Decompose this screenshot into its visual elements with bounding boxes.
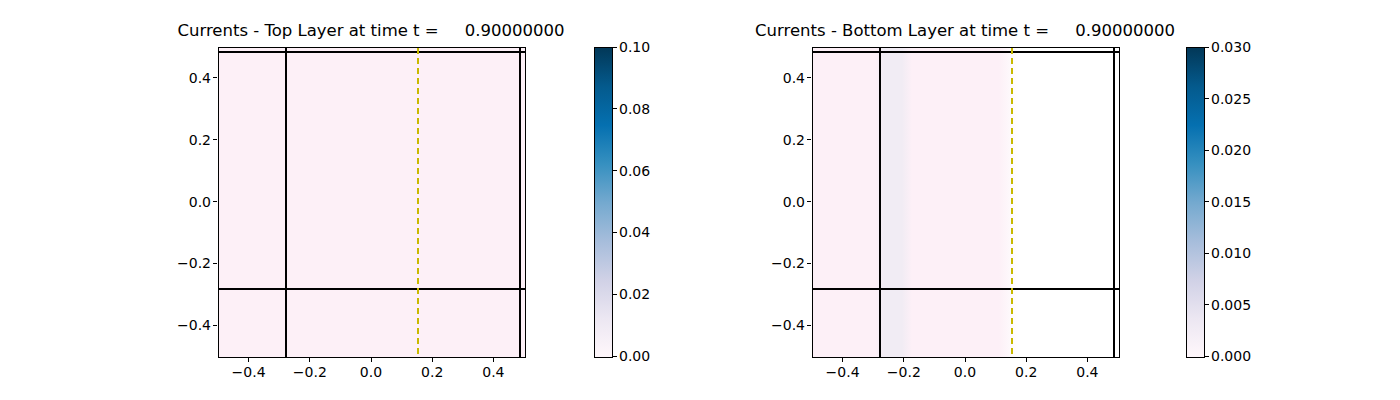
colorbar-tick-mark [613, 108, 617, 109]
x-tick-mark [842, 358, 843, 362]
x-tick-label: 0.2 [402, 364, 462, 380]
panel-title-top-layer: Currents - Top Layer at time t = 0.90000… [91, 22, 651, 40]
colorbar-tick-label: 0.005 [1211, 297, 1251, 313]
colorbar-tick-mark [613, 170, 617, 171]
y-tick-mark [807, 263, 811, 264]
y-tick-label: 0.0 [750, 194, 805, 210]
y-tick-label: −0.2 [750, 255, 805, 271]
x-tick-label: −0.2 [280, 364, 340, 380]
y-tick-label: −0.2 [156, 255, 211, 271]
colorbar-bottom-layer [1186, 47, 1205, 358]
y-tick-label: 0.2 [750, 132, 805, 148]
heatmap-top-layer [218, 47, 526, 358]
colorbar-tick-mark [1205, 98, 1209, 99]
x-tick-mark [493, 358, 494, 362]
x-tick-label: 0.0 [935, 364, 995, 380]
colorbar-tick-mark [613, 294, 617, 295]
colorbar-tick-mark [1205, 47, 1209, 48]
y-tick-mark [807, 325, 811, 326]
colorbar-tick-label: 0.00 [619, 348, 650, 364]
colorbar-tick-label: 0.010 [1211, 245, 1251, 261]
dashed-marker-line [417, 48, 419, 357]
y-tick-label: 0.0 [156, 194, 211, 210]
colorbar-tick-mark [613, 356, 617, 357]
panel-title-bottom-layer: Currents - Bottom Layer at time t = 0.90… [685, 22, 1245, 40]
colorbar-tick-mark [1205, 253, 1209, 254]
x-tick-label: 0.0 [341, 364, 401, 380]
y-tick-mark [213, 201, 217, 202]
grid-line-vertical-left [285, 48, 287, 357]
heatmap-bottom-layer [812, 47, 1120, 358]
colorbar-tick-mark [1205, 150, 1209, 151]
grid-line-vertical-left [879, 48, 881, 357]
colorbar-tick-label: 0.04 [619, 224, 650, 240]
grid-line-vertical-right [519, 48, 521, 357]
colorbar-tick-label: 0.10 [619, 39, 650, 55]
x-tick-mark [248, 358, 249, 362]
y-tick-label: −0.4 [750, 317, 805, 333]
y-tick-mark [807, 201, 811, 202]
x-tick-mark [1026, 358, 1027, 362]
colorbar-tick-label: 0.030 [1211, 39, 1251, 55]
colorbar-top-layer [594, 47, 613, 358]
colorbar-tick-label: 0.06 [619, 163, 650, 179]
colorbar-tick-label: 0.020 [1211, 142, 1251, 158]
grid-line-horizontal-mid [813, 288, 1119, 290]
y-tick-label: 0.4 [750, 70, 805, 86]
x-tick-label: −0.4 [219, 364, 279, 380]
y-tick-label: 0.2 [156, 132, 211, 148]
colorbar-tick-label: 0.015 [1211, 194, 1251, 210]
x-tick-mark [965, 358, 966, 362]
x-tick-label: 0.4 [1057, 364, 1117, 380]
y-tick-label: 0.4 [156, 70, 211, 86]
colorbar-tick-label: 0.000 [1211, 348, 1251, 364]
x-tick-label: −0.2 [874, 364, 934, 380]
dashed-marker-line [1011, 48, 1013, 357]
colorbar-tick-mark [1205, 356, 1209, 357]
x-tick-mark [371, 358, 372, 362]
grid-line-vertical-right [1113, 48, 1115, 357]
y-tick-label: −0.4 [156, 317, 211, 333]
colorbar-tick-mark [613, 47, 617, 48]
grid-line-horizontal-top [219, 51, 525, 53]
x-tick-mark [903, 358, 904, 362]
y-tick-mark [213, 263, 217, 264]
colorbar-tick-label: 0.02 [619, 286, 650, 302]
y-tick-mark [213, 325, 217, 326]
matplotlib-figure: Currents - Top Layer at time t = 0.90000… [0, 0, 1400, 400]
grid-line-horizontal-top [813, 51, 1119, 53]
y-tick-mark [807, 77, 811, 78]
x-tick-label: −0.4 [813, 364, 873, 380]
colorbar-tick-mark [1205, 201, 1209, 202]
colorbar-tick-label: 0.025 [1211, 91, 1251, 107]
x-tick-mark [1087, 358, 1088, 362]
x-tick-label: 0.2 [996, 364, 1056, 380]
x-tick-label: 0.4 [463, 364, 523, 380]
grid-line-horizontal-mid [219, 288, 525, 290]
colorbar-tick-mark [613, 232, 617, 233]
colorbar-tick-mark [1205, 304, 1209, 305]
y-tick-mark [213, 139, 217, 140]
colorbar-tick-label: 0.08 [619, 101, 650, 117]
x-tick-mark [309, 358, 310, 362]
y-tick-mark [213, 77, 217, 78]
x-tick-mark [432, 358, 433, 362]
y-tick-mark [807, 139, 811, 140]
